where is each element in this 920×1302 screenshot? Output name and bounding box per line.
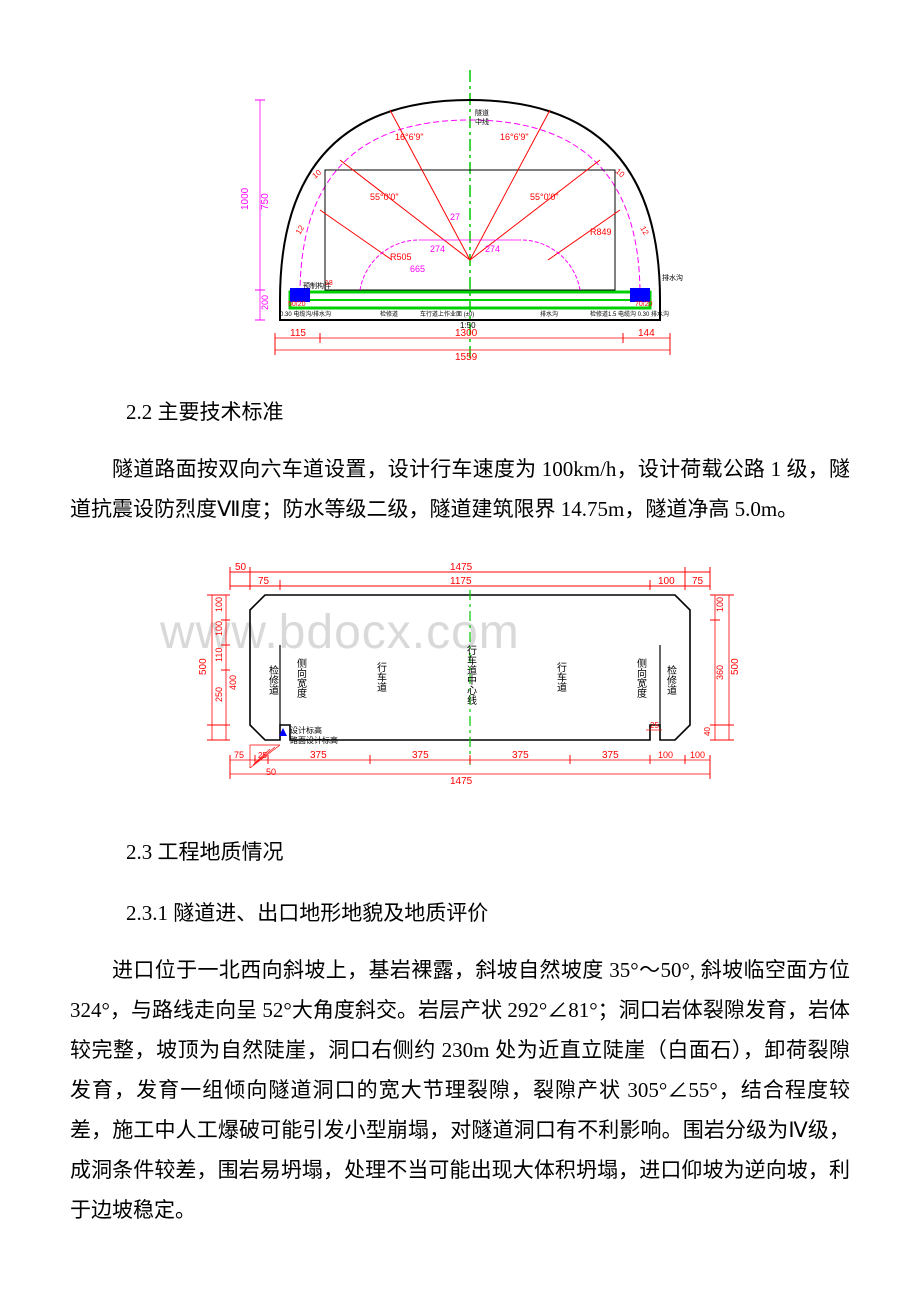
label-sidewalk-r: 检修道 (665, 663, 677, 694)
dim-l-500: 500 (198, 657, 209, 674)
dim-angle-tl: 16°6'9" (395, 132, 424, 142)
para-2-2: 隧道路面按双向六车道设置，设计行车速度为 100km/h，设计荷载公路 1 级，… (70, 450, 850, 530)
dim-b-100b: 100 (690, 750, 705, 760)
svg-text:检修道: 检修道 (590, 310, 608, 318)
heading-2-3: 2.3 工程地质情况 (126, 834, 850, 872)
dim-144: 144 (638, 328, 655, 339)
svg-text:0.30 电缆沟/排水沟: 0.30 电缆沟/排水沟 (280, 310, 331, 318)
dim-top-50: 50 (235, 562, 247, 573)
dim-b-100a: 100 (658, 750, 673, 760)
dim-top-75: 75 (258, 576, 270, 587)
label-sidewalk-l: 检修道 (267, 663, 279, 694)
svg-text:27: 27 (450, 212, 460, 222)
dim-r-500: 500 (730, 657, 741, 674)
dim-l-400: 400 (228, 675, 238, 690)
dim-b-25: 25 (258, 751, 267, 760)
svg-text:中线: 中线 (475, 117, 489, 126)
dim-angle-l: 55°0'0" (370, 192, 399, 202)
dim-1000: 1000 (240, 187, 251, 210)
svg-text:1.5 电缆沟 0.30 排水沟: 1.5 电缆沟 0.30 排水沟 (608, 310, 669, 318)
dim-top-1175: 1175 (450, 576, 472, 587)
label-lane-r: 行车道 (555, 660, 567, 691)
dim-b-1475: 1475 (450, 776, 473, 787)
dim-hatch: 50 (266, 767, 276, 777)
dim-7020: 70/20 (635, 301, 653, 308)
dim-665: 665 (410, 264, 425, 274)
tunnel-arch-svg: 16°6'9" 16°6'9" 55°0'0" 55°0'0" R849 R50… (160, 60, 760, 370)
label-lane-l: 行车道 (375, 660, 387, 691)
dim-angle-tr: 16°6'9" (500, 132, 529, 142)
dim-1559: 1559 (455, 352, 478, 363)
dim-b-75: 75 (234, 750, 244, 760)
label-design-elev: 设计标高 (290, 725, 322, 735)
dim-b-375b: 375 (412, 750, 429, 761)
label-road-elev: 路面设计标高 (290, 735, 338, 745)
dim-chamfer-25: 25 (650, 721, 659, 730)
svg-text:隧道: 隧道 (475, 108, 489, 117)
dim-angle-r: 55°0'0" (530, 192, 559, 202)
dim-274l: 274 (430, 244, 445, 254)
dim-r-100: 100 (715, 597, 725, 612)
svg-text:1:50: 1:50 (460, 321, 476, 330)
svg-text:排水沟: 排水沟 (540, 310, 558, 318)
dim-274r: 274 (485, 244, 500, 254)
heading-2-3-1: 2.3.1 隧道进、出口地形地貌及地质评价 (126, 895, 850, 933)
svg-text:10: 10 (614, 167, 627, 180)
dim-115: 115 (290, 328, 306, 339)
svg-text:12: 12 (294, 223, 307, 236)
svg-text:车行道上作业面 (±0): 车行道上作业面 (±0) (420, 310, 474, 318)
para-2-3-1: 进口位于一北西向斜坡上，基岩裸露，斜坡自然坡度 35°～50°, 斜坡临空面方位… (70, 951, 850, 1230)
svg-text:检修道: 检修道 (380, 310, 398, 318)
heading-2-2: 2.2 主要技术标准 (126, 394, 850, 432)
dim-b-375c: 375 (512, 750, 529, 761)
dim-R-inner: R505 (390, 252, 412, 262)
dim-top-75b: 75 (692, 576, 704, 587)
dim-l-110: 110 (214, 647, 224, 661)
dim-b-375d: 375 (602, 750, 619, 761)
svg-text:40: 40 (703, 726, 712, 735)
label-center: 行车道中心线 (465, 643, 477, 704)
dim-l-100a: 100 (214, 597, 224, 612)
dim-200: 200 (260, 295, 270, 310)
dim-top-1475: 1475 (450, 562, 473, 573)
dim-r-360: 360 (715, 665, 725, 680)
dim-l-100b: 100 (214, 621, 224, 636)
svg-text:排水沟: 排水沟 (662, 273, 683, 282)
figure-clearance-rect: www.bdocx.com 50 75 1475 1175 100 75 500 (70, 550, 850, 810)
dim-5020: 50/20 (288, 301, 306, 308)
clearance-svg: 50 75 1475 1175 100 75 500 100 100 110 2… (150, 550, 770, 810)
figure-tunnel-arch: 16°6'9" 16°6'9" 55°0'0" 55°0'0" R849 R50… (70, 60, 850, 370)
dim-top-100: 100 (658, 576, 675, 587)
dim-b-375a: 375 (310, 750, 327, 761)
svg-text:12: 12 (638, 225, 651, 238)
label-side-clear-l: 侧向宽度 (295, 656, 307, 698)
label-side-clear-r: 侧向宽度 (635, 656, 647, 698)
dim-l-250: 250 (214, 687, 224, 702)
svg-text:18: 18 (325, 280, 333, 287)
dim-R-outer: R849 (590, 227, 612, 237)
dim-750: 750 (260, 193, 271, 210)
